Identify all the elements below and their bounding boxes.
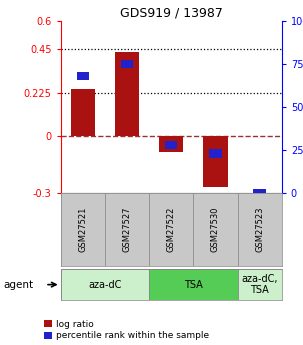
Text: GSM27527: GSM27527 xyxy=(122,207,132,252)
Text: GSM27521: GSM27521 xyxy=(78,207,87,252)
Bar xyxy=(254,189,266,197)
Text: GSM27523: GSM27523 xyxy=(255,207,264,252)
Bar xyxy=(121,60,133,68)
Bar xyxy=(238,269,282,300)
Bar xyxy=(61,269,149,300)
Text: aza-dC: aza-dC xyxy=(88,280,122,289)
Title: GDS919 / 13987: GDS919 / 13987 xyxy=(120,7,223,20)
Bar xyxy=(149,269,238,300)
Bar xyxy=(71,89,95,136)
Text: TSA: TSA xyxy=(184,280,203,289)
Text: aza-dC,
TSA: aza-dC, TSA xyxy=(241,274,278,295)
Bar xyxy=(209,149,221,158)
Bar xyxy=(77,72,89,80)
Bar xyxy=(203,136,228,187)
Bar xyxy=(165,141,177,149)
Text: GSM27522: GSM27522 xyxy=(167,207,176,252)
Legend: log ratio, percentile rank within the sample: log ratio, percentile rank within the sa… xyxy=(44,320,209,341)
Bar xyxy=(159,136,183,152)
Text: agent: agent xyxy=(3,280,33,289)
Bar xyxy=(115,52,139,136)
Text: GSM27530: GSM27530 xyxy=(211,207,220,252)
